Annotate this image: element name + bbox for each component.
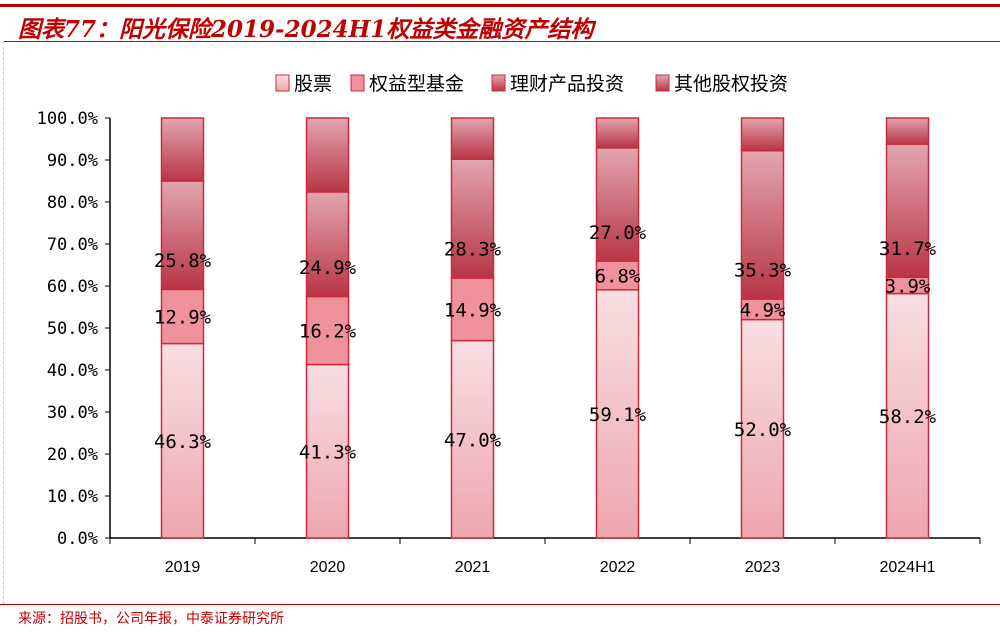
y-tick-label: 20.0% bbox=[47, 445, 98, 465]
title-rule bbox=[4, 41, 1000, 42]
data-label: 59.1% bbox=[589, 404, 647, 426]
data-label: 14.9% bbox=[444, 299, 502, 321]
bar-segment bbox=[305, 191, 350, 298]
bar-segment bbox=[885, 143, 930, 278]
legend-label: 理财产品投资 bbox=[510, 73, 624, 95]
data-label: 52.0% bbox=[734, 419, 792, 441]
legend-swatch bbox=[275, 74, 290, 92]
bar-segment bbox=[450, 117, 495, 160]
figure-title: 图表77：阳光保险2019-2024H1权益类金融资产结构 bbox=[18, 16, 594, 43]
y-tick-label: 80.0% bbox=[47, 193, 98, 213]
bar-segment bbox=[450, 158, 495, 279]
legend-label: 股票 bbox=[294, 73, 332, 95]
bar-segment bbox=[885, 117, 930, 145]
data-label: 28.3% bbox=[444, 239, 502, 261]
x-tick-label: 2023 bbox=[745, 559, 781, 576]
stacked-bar-chart: 0.0% 10.0% 20.0% 30.0% 40.0% 50.0% 60.0% 70.0% 8… bbox=[37, 73, 981, 576]
data-label: 3.9% bbox=[885, 275, 931, 297]
data-label: 27.0% bbox=[589, 222, 647, 244]
y-tick-label: 50.0% bbox=[47, 319, 98, 339]
data-label: 4.9% bbox=[740, 299, 786, 321]
legend-swatch bbox=[491, 74, 506, 92]
y-tick-label: 10.0% bbox=[47, 487, 98, 507]
top-rule bbox=[0, 4, 1000, 7]
left-border bbox=[3, 42, 4, 604]
bar-segment bbox=[740, 150, 785, 300]
y-tick-label: 40.0% bbox=[47, 361, 98, 381]
x-tick-label: 2022 bbox=[600, 559, 636, 576]
legend-label: 其他股权投资 bbox=[674, 73, 788, 95]
bar-segment bbox=[305, 117, 350, 193]
data-label: 12.9% bbox=[154, 306, 212, 328]
data-label: 25.8% bbox=[154, 250, 212, 272]
bar-segment bbox=[740, 117, 785, 152]
x-tick-label: 2020 bbox=[310, 559, 346, 576]
bar-segment bbox=[740, 318, 785, 539]
y-tick-label: 100.0% bbox=[37, 109, 98, 129]
legend-swatch bbox=[350, 74, 365, 92]
x-tick-label: 2019 bbox=[165, 559, 201, 576]
source-note: 来源：招股书，公司年报，中泰证券研究所 bbox=[18, 611, 284, 627]
x-tick-label: 2021 bbox=[455, 559, 491, 576]
bar-segment bbox=[595, 289, 640, 539]
data-label: 46.3% bbox=[154, 431, 212, 453]
bar-segment bbox=[160, 342, 205, 539]
x-tick-label: 2024H1 bbox=[879, 559, 935, 576]
bar-segment bbox=[595, 260, 640, 291]
data-label: 16.2% bbox=[299, 321, 357, 343]
y-tick-label: 0.0% bbox=[57, 529, 98, 549]
data-label: 6.8% bbox=[595, 266, 641, 288]
bar-segment bbox=[885, 292, 930, 539]
bar-segment bbox=[595, 147, 640, 262]
bar-segment bbox=[160, 117, 205, 182]
y-tick-label: 70.0% bbox=[47, 235, 98, 255]
data-label: 58.2% bbox=[879, 406, 937, 428]
bar-segment bbox=[160, 288, 205, 345]
legend-swatch bbox=[655, 74, 670, 92]
data-label: 31.7% bbox=[879, 238, 937, 260]
data-label: 41.3% bbox=[299, 441, 357, 463]
data-label: 35.3% bbox=[734, 260, 792, 282]
data-label: 47.0% bbox=[444, 429, 502, 451]
legend-label: 权益型基金 bbox=[369, 73, 464, 95]
data-label: 24.9% bbox=[299, 257, 357, 279]
bottom-rule bbox=[0, 604, 1000, 605]
y-tick-label: 60.0% bbox=[47, 277, 98, 297]
bar-segment bbox=[160, 180, 205, 291]
bar-segment bbox=[595, 117, 640, 149]
y-tick-label: 30.0% bbox=[47, 403, 98, 423]
y-tick-label: 90.0% bbox=[47, 151, 98, 171]
